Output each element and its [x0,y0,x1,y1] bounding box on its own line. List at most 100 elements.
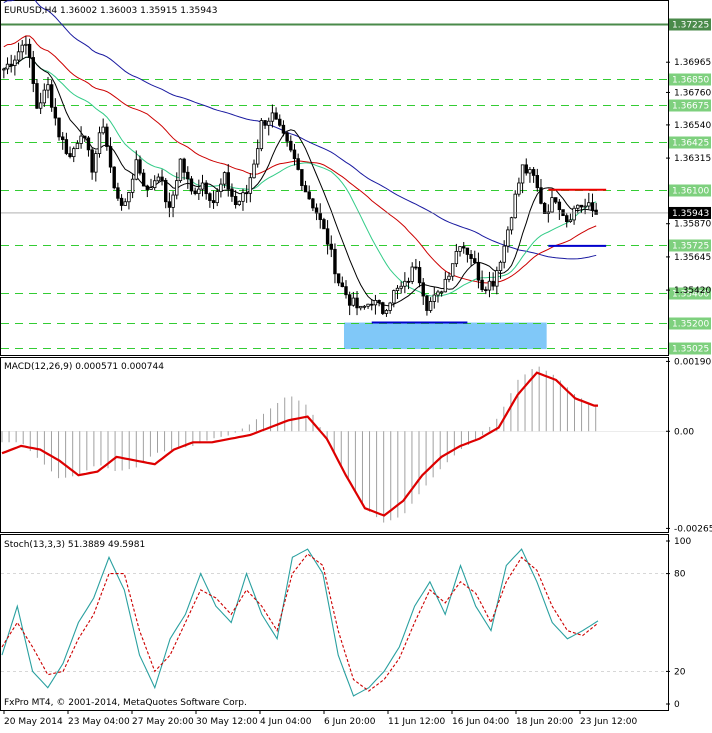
candle-body [436,291,440,296]
candle-body [473,258,477,263]
candle-body [476,262,481,281]
level-label-bg [669,317,711,330]
candle-body [222,172,227,185]
candle-body [539,187,543,204]
candle-body [590,202,595,211]
time-tick-label: 23 May 04:00 [68,717,130,727]
candle-body [42,89,47,104]
candle-body [565,215,569,223]
candle-body [285,132,289,142]
level-label: 1.36850 [672,76,709,86]
candle-body [68,153,72,158]
level-label: 1.37225 [672,21,709,31]
candle-body [226,172,230,190]
candle-body [57,117,61,138]
candle-body [517,182,521,195]
candle-body [414,266,418,269]
candle-body [506,229,510,247]
candle-body [572,207,576,221]
level-label: 1.36675 [672,102,709,112]
candle-body [72,148,76,158]
candle-body [542,202,547,214]
level-label: 1.35725 [672,242,709,252]
level-label: 1.36100 [672,187,709,197]
candle-body [417,267,422,284]
stoch-tick-label: 100 [674,537,691,547]
candle-body [281,124,286,134]
candle-body [86,137,91,151]
candle-body [318,212,322,220]
stoch-tick-label: 80 [674,570,686,580]
candle-body [528,169,532,174]
candle-body [576,204,580,209]
time-tick-label: 18 Jun 20:00 [516,717,573,727]
candle-body [167,201,172,208]
candle-body [116,187,120,199]
candle-body [336,273,341,284]
level-label: 1.35200 [672,320,709,330]
macd-title: MACD(12,26,9) 0.000571 0.000744 [4,362,164,372]
macd-panel: 0.001907 0.00 -0.002652 [1,357,712,534]
price-tick-label: 1.36540 [674,121,711,131]
candle-body [171,194,175,208]
candle-body [134,159,138,180]
candle-body [465,247,470,255]
candle-body [178,158,183,182]
candle-body [61,136,65,140]
candle-body [230,188,234,197]
candle-body [392,290,396,304]
candle-body [252,163,256,179]
current-price-label: 1.35943 [672,209,709,219]
candle-body [145,185,150,190]
candle-body [267,120,271,126]
level-label-bg [669,239,711,252]
candle-body [462,246,466,249]
candle-body [498,261,503,271]
candle-body [35,83,39,109]
candle-body [458,246,462,252]
candle-body [296,158,300,170]
candle-body [557,201,562,211]
candle-body [13,59,17,66]
macd-tick-label: 0.00 [674,427,694,437]
candle-body [491,280,495,287]
macd-panel-frame [0,357,669,533]
candle-body [531,169,536,176]
candle-body [303,185,308,193]
candle-body [211,200,216,204]
candle-body [322,219,326,230]
candle-body [513,193,517,219]
macd-tick-label: -0.002652 [674,524,712,534]
candle-body [83,135,87,139]
candle-body [244,192,249,195]
candle-body [480,279,484,291]
candle-body [373,300,378,306]
candle-body [579,204,584,208]
price-tick-label: 1.35645 [674,253,711,263]
candle-body [403,280,407,287]
candle-body [189,178,194,192]
macd-tick-label: 0.001907 [674,357,712,367]
price-tick-label: 1.36315 [674,154,711,164]
stoch-main-line [1,548,599,697]
candle-body [53,106,58,119]
candle-body [561,209,565,217]
candle-body [219,183,223,192]
candle-body [108,146,113,168]
price-tick-label: 1.36760 [674,88,711,98]
candle-body [270,112,275,122]
support-zone [343,322,547,350]
time-axis: 20 May 2014 23 May 04:00 27 May 20:00 30 Ma… [3,710,637,727]
stoch-panel: 100 80 20 0 [1,537,691,710]
candle-body [421,282,425,297]
candle-body [300,169,304,186]
candle-body [241,192,245,202]
candle-body [355,297,359,309]
price-panel: 1.37225 1.36850 1.36675 1.36425 1.36100 1.357… [1,0,711,355]
candle-body [127,192,131,203]
candle-body [200,182,205,190]
candle-body [164,179,168,203]
candle-body [381,302,385,314]
